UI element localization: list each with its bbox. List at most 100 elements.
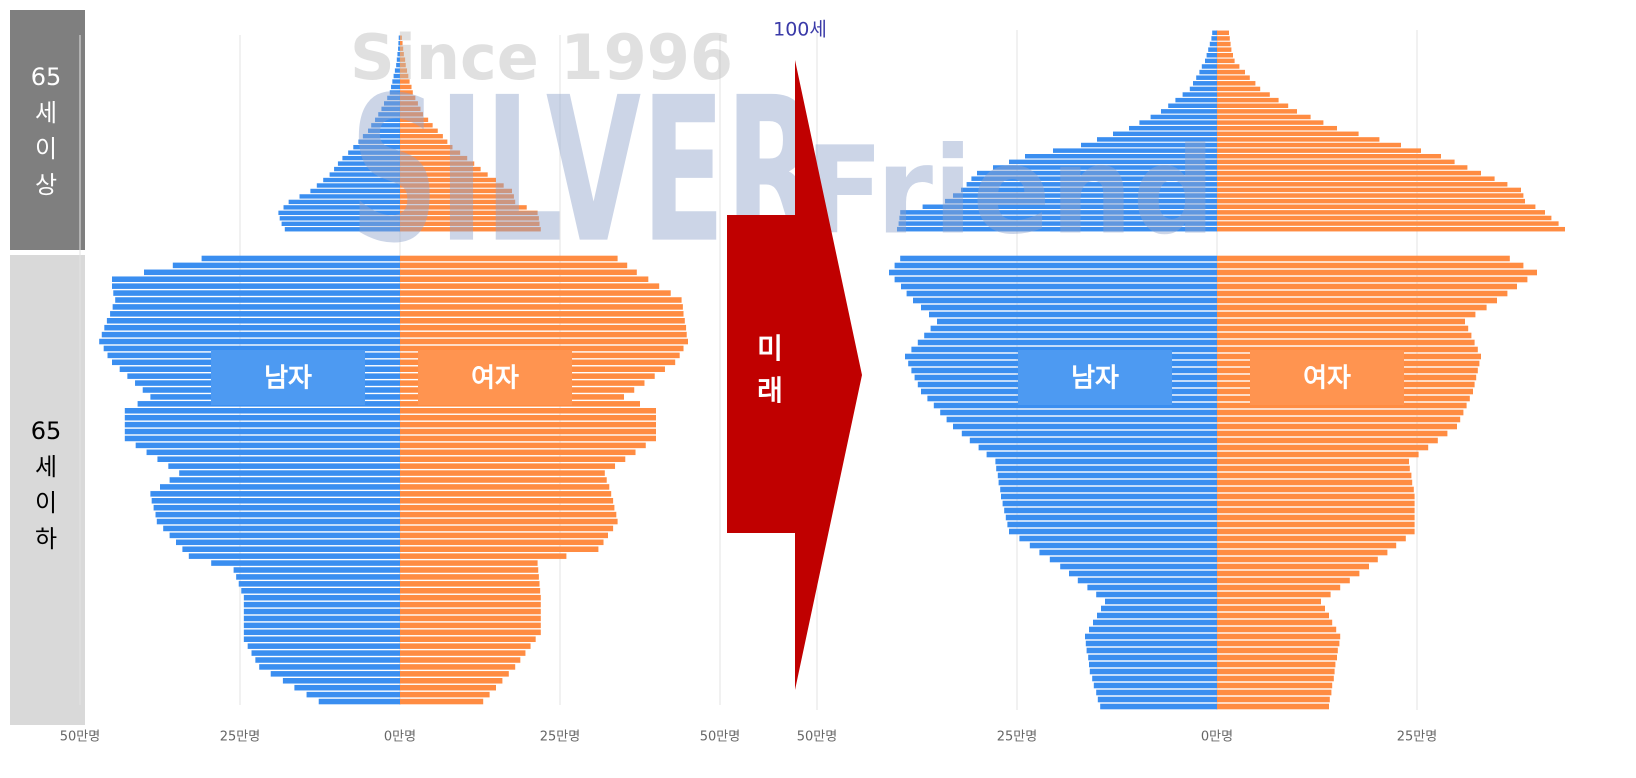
- bar: [381, 106, 400, 112]
- bar: [1097, 612, 1217, 619]
- bar: [1217, 325, 1469, 332]
- bar: [900, 255, 1217, 262]
- bar: [400, 144, 453, 150]
- bar: [259, 664, 400, 670]
- bar: [400, 629, 541, 636]
- bar: [270, 671, 400, 677]
- bar: [1217, 591, 1331, 598]
- x-tick-label: 25만명: [997, 730, 1037, 745]
- bar: [241, 588, 400, 594]
- bar: [1002, 500, 1217, 507]
- bar: [400, 463, 616, 469]
- bar: [348, 150, 400, 155]
- bar: [1217, 137, 1380, 142]
- bar: [400, 615, 541, 622]
- bar: [1129, 125, 1217, 131]
- bar: [337, 161, 400, 166]
- bar: [400, 255, 618, 262]
- bar: [400, 684, 496, 691]
- bar: [342, 155, 400, 161]
- bar: [1217, 563, 1369, 570]
- bar: [400, 139, 448, 144]
- bar: [400, 123, 433, 128]
- bar: [1217, 682, 1333, 689]
- bar: [255, 657, 400, 663]
- bar: [400, 456, 626, 462]
- watermark-brand2: Friend: [805, 123, 1215, 262]
- bar: [1199, 69, 1217, 75]
- bar: [400, 664, 516, 670]
- x-tick-label: 50만명: [700, 730, 740, 745]
- bar: [1217, 262, 1524, 269]
- section-upper: [10, 10, 85, 250]
- bar: [99, 338, 400, 345]
- bar: [894, 262, 1217, 269]
- bar: [400, 532, 608, 539]
- bar: [135, 442, 400, 449]
- bar: [400, 128, 438, 133]
- bar: [1025, 154, 1217, 159]
- bar: [1217, 47, 1232, 52]
- bar: [1096, 689, 1217, 696]
- section-label: 65: [31, 63, 62, 91]
- bar: [1217, 339, 1475, 346]
- bar: [1089, 661, 1217, 668]
- bar: [945, 198, 1217, 204]
- x-tick-label: 25만명: [220, 730, 260, 745]
- bar: [1217, 131, 1359, 137]
- bar: [1217, 633, 1341, 640]
- bar: [393, 73, 400, 79]
- bar: [387, 95, 400, 101]
- bar: [1168, 103, 1217, 108]
- bar: [397, 51, 400, 57]
- bar: [993, 165, 1217, 170]
- bar: [400, 491, 612, 497]
- bar: [1101, 605, 1217, 612]
- bar: [400, 671, 509, 677]
- bar: [146, 449, 400, 456]
- bar: [1009, 159, 1217, 165]
- bar: [400, 691, 490, 698]
- bar: [400, 172, 488, 177]
- bar: [1217, 64, 1240, 69]
- bar: [1217, 675, 1334, 682]
- bar: [400, 269, 637, 276]
- bar: [400, 84, 412, 90]
- bar: [201, 255, 400, 262]
- bar: [946, 416, 1217, 423]
- bar: [930, 325, 1217, 332]
- bar: [1053, 148, 1217, 153]
- bar: [124, 428, 401, 435]
- bar: [400, 511, 617, 518]
- bar: [400, 134, 443, 139]
- bar: [243, 615, 400, 622]
- bar: [1217, 154, 1441, 159]
- bar: [1217, 221, 1559, 226]
- bar: [1196, 75, 1217, 80]
- bar: [238, 581, 400, 587]
- bar: [1217, 668, 1335, 675]
- bar: [106, 318, 400, 324]
- bar: [243, 622, 400, 629]
- bar: [1093, 682, 1217, 689]
- bar: [400, 636, 536, 642]
- bar: [1217, 423, 1457, 430]
- bar: [1217, 297, 1497, 304]
- bar: [1217, 689, 1332, 696]
- series-label-box: [418, 350, 572, 405]
- bar: [901, 283, 1217, 290]
- bar: [1217, 176, 1495, 181]
- bar: [168, 463, 400, 469]
- bar: [1182, 92, 1217, 97]
- bar: [284, 227, 400, 232]
- section-label: 65: [31, 417, 62, 445]
- bar: [400, 518, 618, 525]
- bar: [172, 262, 400, 269]
- bar: [236, 574, 400, 580]
- bar: [889, 269, 1217, 276]
- bar: [899, 215, 1217, 221]
- bar: [400, 79, 410, 84]
- bar: [1217, 97, 1279, 103]
- bar: [400, 194, 514, 199]
- age-annotation: 100세: [773, 19, 827, 41]
